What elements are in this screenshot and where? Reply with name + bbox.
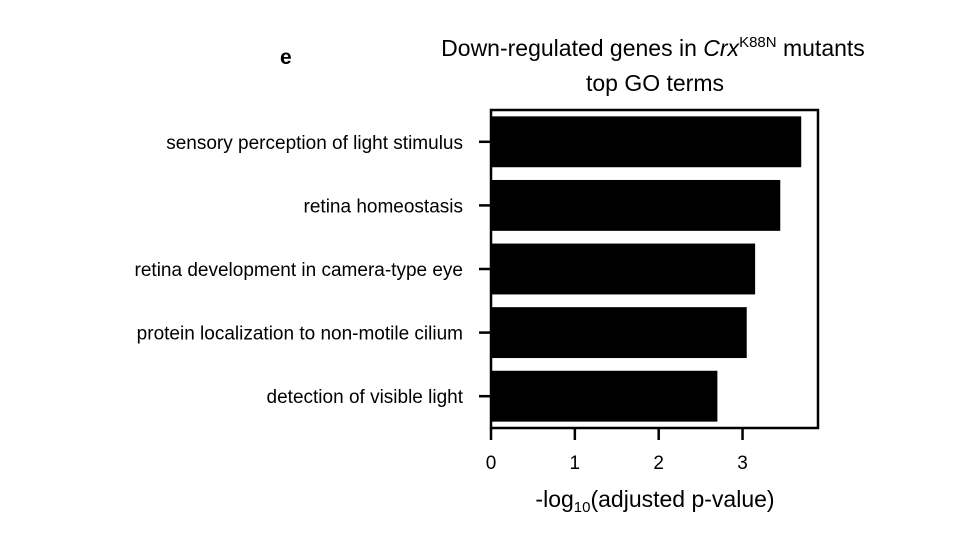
x-tick-label: 2 <box>653 453 664 474</box>
title-gene-superscript: K88N <box>739 34 777 51</box>
title-suffix: mutants <box>776 35 865 61</box>
chart-title-line1: Down-regulated genes in CrxK88N mutants <box>348 33 958 67</box>
x-tick-label: 1 <box>570 453 581 474</box>
y-tick-label: protein localization to non-motile ciliu… <box>137 324 463 345</box>
bar <box>491 370 718 422</box>
y-tick-label: retina development in camera-type eye <box>135 260 463 281</box>
y-tick-label: sensory perception of light stimulus <box>166 133 463 154</box>
panel-label: e <box>280 46 292 69</box>
bar <box>491 307 747 359</box>
x-tick-label: 0 <box>486 453 497 474</box>
title-gene: Crx <box>703 35 740 61</box>
bar <box>491 116 802 168</box>
x-axis-label-suffix: (adjusted p-value) <box>590 486 775 512</box>
x-tick-label: 3 <box>737 453 748 474</box>
title-prefix: Down-regulated genes in <box>441 35 704 61</box>
x-axis-label-prefix: -log <box>535 486 574 512</box>
bar <box>491 179 781 231</box>
y-tick-label: retina homeostasis <box>304 196 463 217</box>
x-axis-label-subscript: 10 <box>573 499 591 516</box>
x-axis-label: -log10(adjusted p-value) <box>455 486 855 516</box>
plot-frame <box>489 108 820 430</box>
chart-title-line2: top GO terms <box>585 70 725 96</box>
y-tick-label: detection of visible light <box>267 387 464 408</box>
bar <box>491 243 756 295</box>
